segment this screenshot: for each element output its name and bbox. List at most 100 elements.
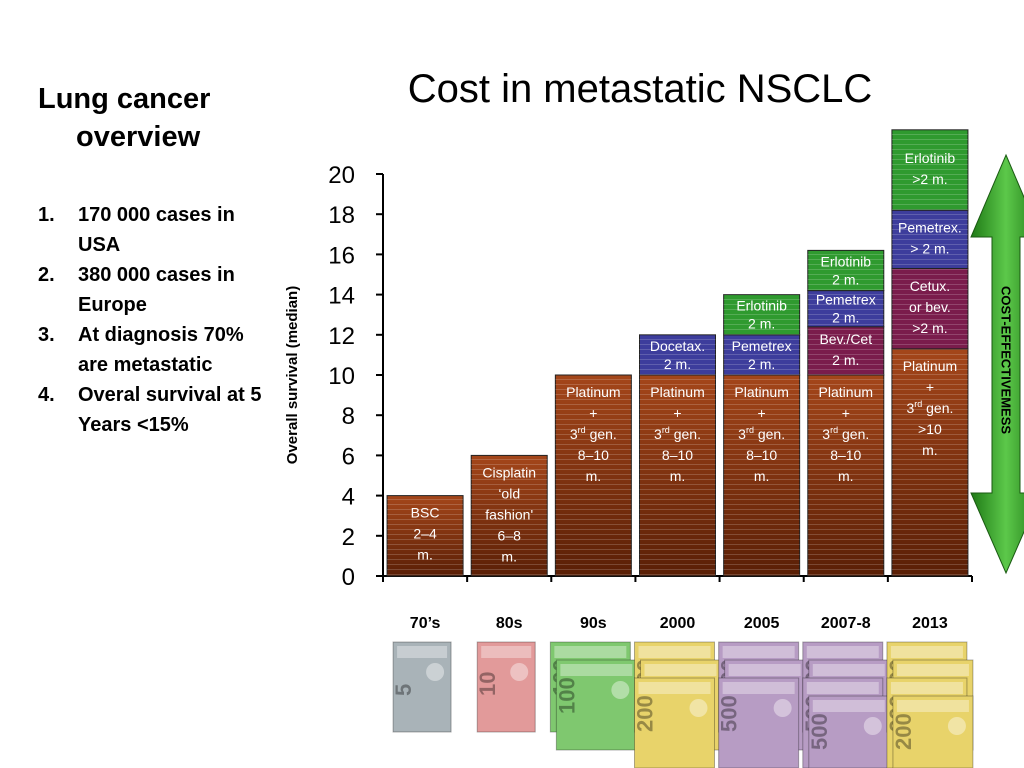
bar-segment-label: m. (586, 468, 602, 484)
bar-segment-texture (555, 375, 632, 576)
banknote-icon: 10 (475, 641, 536, 733)
y-tick-label: 18 (328, 202, 355, 229)
svg-text:200: 200 (633, 695, 658, 732)
side-title-line2: overview (76, 121, 201, 153)
svg-text:5: 5 (391, 684, 416, 696)
bar-segment-label: >2 m. (912, 320, 947, 336)
x-tick-label: 90s (580, 615, 607, 632)
y-tick-label: 6 (342, 443, 355, 470)
fact-text: 170 000 cases in USA (78, 204, 235, 256)
bar-segment-label: + (842, 405, 850, 421)
bar-segment-label: 3rd gen. (822, 425, 869, 442)
chart-title: Cost in metastatic NSCLC (408, 67, 873, 111)
x-tick-label: 2000 (660, 615, 696, 632)
x-tick-label: 80s (496, 615, 523, 632)
bar-segment-label: 2 m. (664, 356, 691, 372)
bar-segment-label: + (673, 405, 681, 421)
bar-segment-texture (723, 294, 800, 335)
y-tick-label: 16 (328, 242, 355, 269)
bar-segment-label: 8–10 (746, 447, 777, 463)
fact-text: Overal survival at 5 Years <15% (78, 384, 262, 436)
svg-text:100: 100 (554, 677, 579, 714)
fact-item: 2. 380 000 cases in Europe (38, 260, 268, 320)
double-arrow-icon (970, 153, 1024, 575)
bar-segment-label: + (589, 405, 597, 421)
bar-segment-texture (891, 129, 968, 211)
bar-segment-label: Cetux. (910, 278, 950, 294)
bar-segment-texture (639, 334, 716, 375)
bar-segment-label: >10 (918, 421, 942, 437)
bar-segment-label: 3rd gen. (738, 425, 785, 442)
banknote-icon: 500 (717, 677, 800, 768)
bar-segment-label: 2–4 (413, 526, 437, 542)
banknote-icon: 5 (391, 641, 452, 733)
x-tick-label: 2007-8 (821, 615, 871, 632)
bar-segment-label: 2 m. (832, 271, 859, 287)
bar-segment-label: 8–10 (578, 447, 609, 463)
bar-segment-texture (891, 268, 968, 349)
cost-effectiveness-arrow (970, 153, 1024, 575)
fact-item: 3. At diagnosis 70% are metastatic (38, 320, 268, 380)
bar-segment-label: 2 m. (748, 356, 775, 372)
bar-segment-label: 3rd gen. (654, 425, 701, 442)
x-tick-label: 2013 (912, 615, 948, 632)
bar-segment-label: Erlotinib (736, 298, 787, 314)
bar-segment-label: 2 m. (832, 310, 859, 326)
bar-segment-texture (807, 326, 884, 375)
bar-segment-label: m. (838, 468, 854, 484)
bar-stack: Cisplatin ‘old fashion' 6–8 m. (470, 454, 548, 577)
bar-segment-label: Pemetrex. (898, 219, 962, 235)
fact-text: 380 000 cases in Europe (78, 264, 235, 316)
bar-segment-label: 2 m. (832, 352, 859, 368)
banknote-icon: 200 (633, 677, 715, 768)
svg-text:10: 10 (475, 672, 500, 696)
svg-text:500: 500 (807, 713, 832, 750)
bar-stack: Platinum +3rd gen. 8–10 m. Pemetrex 2 m. Erlot… (723, 294, 801, 577)
bar-segment-label: Docetax. (650, 338, 705, 354)
y-tick-label: 4 (342, 484, 355, 511)
bar-segment-label: Cisplatin (482, 464, 536, 480)
bar-stack: Platinum +3rd gen. >10 m. Cetux. or bev. >2 m.… (891, 129, 969, 577)
bar-segment-texture (471, 455, 548, 576)
y-tick-label: 0 (342, 564, 355, 591)
side-title-line1: Lung cancer (38, 83, 211, 115)
bar-segment-label: Platinum (566, 384, 620, 400)
side-arrow-label-text: COST-EFFECTIVEMESS (998, 285, 1014, 435)
bar-segment-texture (807, 375, 884, 576)
banknote-icon: 200 (891, 695, 974, 768)
bar-segment-label: Platinum (819, 384, 873, 400)
side-arrow-label: COST-EFFECTIVEMESS (991, 145, 1021, 575)
bar-segment-label: Pemetrex (732, 338, 792, 354)
bar-segment-label: 3rd gen. (906, 399, 953, 416)
fact-number: 3. (38, 324, 55, 346)
bar-segment-label: > 2 m. (910, 240, 949, 256)
bar-segment-texture (387, 495, 464, 576)
bar-segment-texture (723, 334, 800, 375)
bar-segment-label: fashion' (485, 506, 533, 522)
bar-segment-label: m. (922, 442, 938, 458)
bar-segment-label: 3rd gen. (570, 425, 617, 442)
svg-text:200: 200 (891, 713, 916, 750)
y-tick-label: 2 (342, 524, 355, 551)
fact-number: 4. (38, 384, 55, 406)
bar-segment-label: m. (670, 468, 686, 484)
bar-segment-label: ‘old (498, 485, 520, 501)
bar-segment-label: BSC (411, 505, 440, 521)
bar-segment-texture (891, 210, 968, 269)
x-tick-label: 70’s (410, 615, 441, 632)
bar-segment-label: >2 m. (912, 171, 947, 187)
y-axis-label: Overall survival (median) (284, 286, 301, 464)
bar-segment-texture (807, 250, 884, 291)
bar-stack: Platinum +3rd gen. 8–10 m. Bev./Cet 2 m. Pemet… (807, 249, 885, 577)
fact-item: 1. 170 000 cases in USA (38, 200, 268, 260)
bar-segment-label: 6–8 (498, 527, 522, 543)
side-title: Lung cancer overview (38, 80, 268, 156)
bar-segment-texture (891, 348, 968, 576)
fact-number: 2. (38, 264, 55, 286)
fact-number: 1. (38, 204, 55, 226)
bar-segment-label: m. (501, 548, 517, 564)
bar-segment-texture (723, 375, 800, 576)
banknote-icon: 500 (807, 695, 890, 768)
bar-stack: Platinum +3rd gen. 8–10 m. (554, 374, 632, 577)
